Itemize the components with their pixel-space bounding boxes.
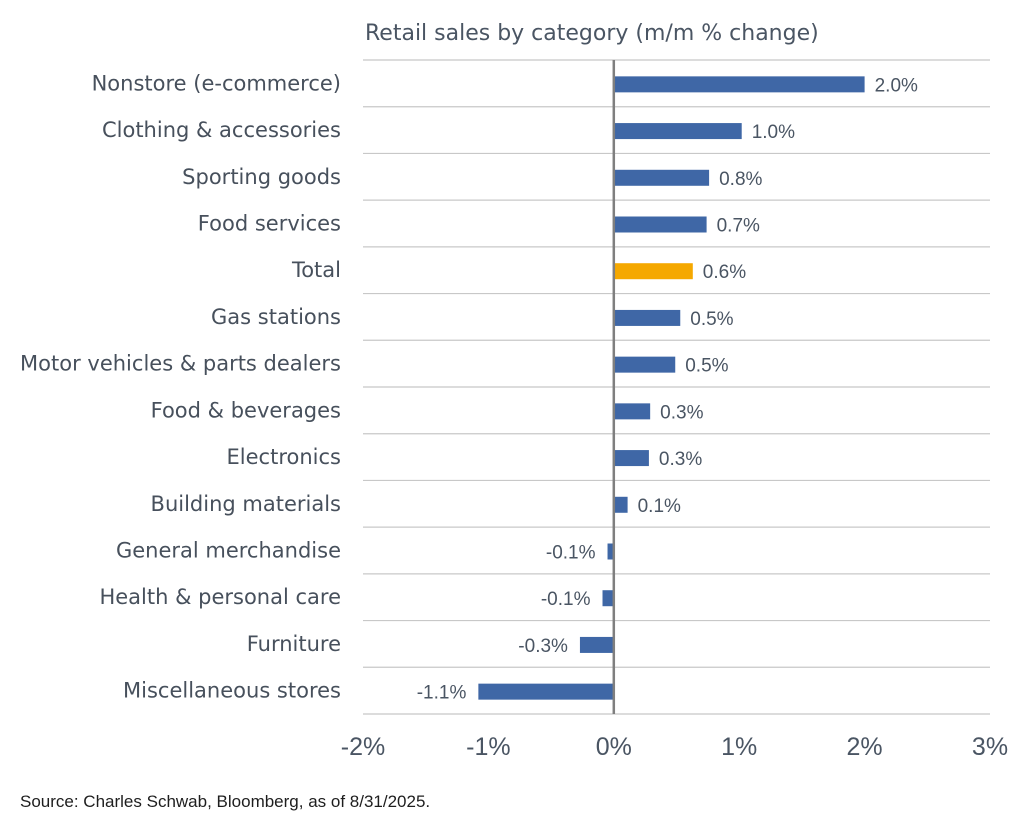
category-label: Furniture [247,632,341,656]
x-tick-label: 0% [596,733,632,761]
category-label: Electronics [227,445,341,469]
x-tick-label: -1% [466,733,510,761]
category-label: Sporting goods [182,165,341,189]
bar [613,169,710,186]
bars [478,76,865,700]
data-label: 0.1% [638,496,681,517]
source-note: Source: Charles Schwab, Bloomberg, as of… [20,792,431,811]
bar [613,76,865,93]
data-label: 2.0% [875,75,918,96]
bar [613,356,676,373]
category-label: Health & personal care [99,585,341,609]
category-label: General merchandise [116,539,341,563]
category-label: Total [291,258,341,282]
bar [613,263,693,280]
data-label: 0.5% [690,309,733,330]
data-label: 0.6% [703,262,746,283]
data-label: 0.8% [719,169,762,190]
category-label: Motor vehicles & parts dealers [20,352,341,376]
data-label: -0.1% [541,589,591,610]
gridlines [363,59,990,715]
category-label: Nonstore (e-commerce) [92,71,341,95]
bar [613,403,651,420]
data-label: 0.3% [659,449,702,470]
data-label: 0.7% [717,216,760,237]
data-labels: 2.0% 1.0% 0.8% 0.7% 0.6% 0.5% 0.5% 0.3% 0.3% 0.1%… [417,75,918,703]
data-label: 1.0% [752,122,795,143]
bar [613,216,707,233]
category-label: Miscellaneous stores [123,679,341,703]
x-tick-label: -2% [341,733,385,761]
x-tick-label: 3% [972,733,1008,761]
x-tick-label: 1% [721,733,757,761]
bar [613,123,742,140]
data-label: -0.3% [518,636,568,657]
data-label: -0.1% [546,543,596,564]
category-label: Clothing & accessories [102,118,341,142]
category-label: Food & beverages [151,398,341,422]
data-label: -1.1% [417,683,467,704]
category-label: Gas stations [211,305,341,329]
bar [613,450,649,467]
x-tick-label: 2% [847,733,883,761]
category-label: Food services [198,212,341,236]
category-labels: Nonstore (e-commerce) Clothing & accessor… [20,71,341,702]
bar [602,590,614,607]
bar [613,309,681,326]
bar [579,636,614,653]
x-axis-ticks: -2% -1% 0% 1% 2% 3% [341,733,1008,761]
bar [607,543,614,560]
data-label: 0.5% [685,356,728,377]
bar [613,496,628,513]
data-label: 0.3% [660,402,703,423]
chart-title: Retail sales by category (m/m % change) [365,21,819,46]
category-label: Building materials [151,492,341,516]
bar [478,683,614,700]
